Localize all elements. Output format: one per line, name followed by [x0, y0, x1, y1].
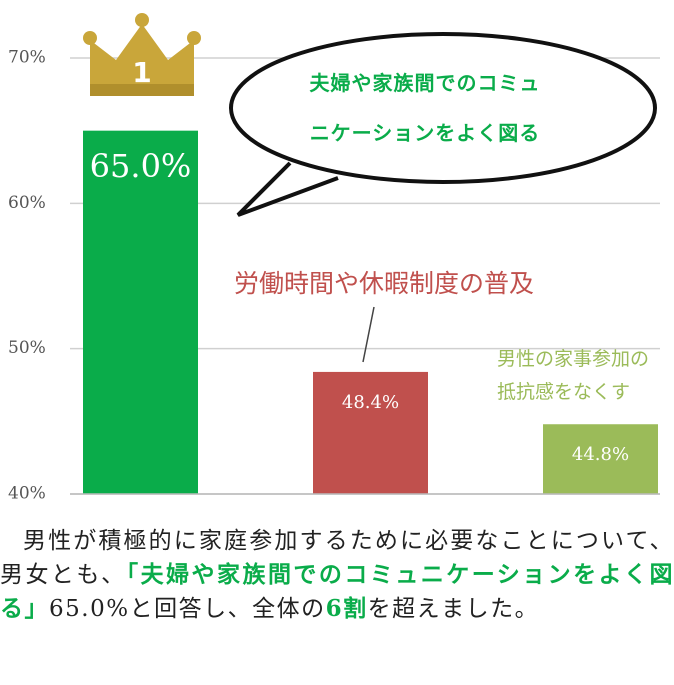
- crown-ball: [187, 31, 201, 45]
- category-label: 夫婦や家族間でのコミュニケーションをよく図る: [309, 71, 541, 145]
- paragraph: 男性が積極的に家庭参加するために必要なことについて、男女とも、「夫婦や家族間での…: [0, 524, 674, 626]
- speech-bubble: [229, 32, 657, 184]
- category-label: 労働時間や休暇制度の普及: [234, 269, 535, 298]
- value-label: 48.4%: [342, 392, 399, 413]
- paragraph-segment: 65.0%と回答し、全体の: [49, 596, 326, 622]
- paragraph-segment: 6割: [325, 595, 368, 622]
- speech-tail: [236, 161, 339, 217]
- crown: [90, 24, 194, 96]
- paragraph-segment: 「夫婦や家族間でのコミュニケーションをよく図る」: [0, 561, 674, 622]
- crown-band: [90, 84, 194, 96]
- value-label: 44.8%: [572, 444, 629, 465]
- bar: [83, 130, 198, 494]
- crown-ball: [83, 31, 97, 45]
- y-tick-label: 40%: [8, 484, 46, 501]
- bar: [543, 424, 658, 494]
- leader-line: [362, 306, 375, 363]
- chart: 40% 50% 60% 70% 65.0% 48.4% 44.8% 1: [8, 13, 660, 501]
- rank-badge: 1: [132, 56, 151, 89]
- crown-ball: [135, 13, 149, 27]
- y-tick-label: 60%: [8, 193, 46, 213]
- y-tick-label: 50%: [8, 338, 46, 358]
- category-label: 男性の家事参加の抵抗感をなくす: [497, 348, 650, 403]
- y-tick-label: 70%: [8, 48, 46, 68]
- paragraph-segment: 男性が積極的に家庭参加するために必要なことについて、男女とも、: [0, 528, 674, 588]
- paragraph-segment: を超えました。: [367, 596, 540, 622]
- value-label: 65.0%: [90, 147, 192, 185]
- bar: [313, 371, 428, 494]
